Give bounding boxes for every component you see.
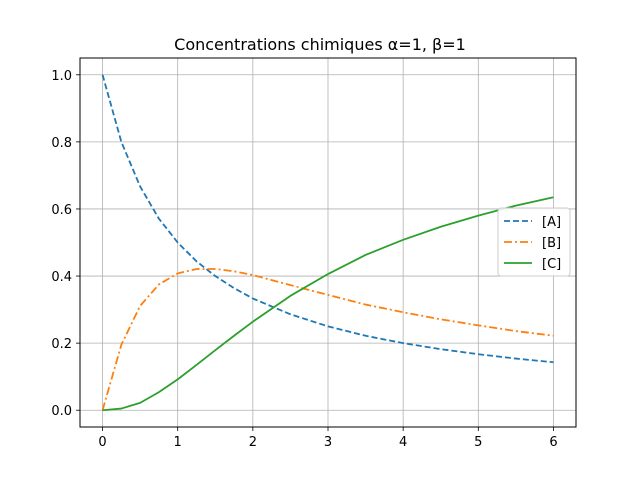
chart-title: Concentrations chimiques α=1, β=1 xyxy=(174,35,466,54)
x-tick-label: 3 xyxy=(324,435,332,450)
series-line xyxy=(102,196,554,412)
axis-ticks: 0 1 2 3 4 5 6 0.0 0.2 0.4 0.6 0.8 1.0 xyxy=(51,69,557,450)
x-tick-label: 1 xyxy=(174,435,182,450)
y-tick-label: 1.0 xyxy=(51,69,72,84)
legend-box xyxy=(497,207,571,277)
x-tick-label: 4 xyxy=(399,435,407,450)
legend: [A] [B] [C] xyxy=(497,207,571,277)
y-tick-label: 0.0 xyxy=(51,404,72,419)
y-tick-label: 0.2 xyxy=(51,337,72,352)
x-tick-label: 5 xyxy=(474,435,482,450)
grid xyxy=(80,58,576,427)
y-tick-label: 0.8 xyxy=(51,136,72,151)
y-tick-label: 0.6 xyxy=(51,203,72,218)
x-tick-label: 0 xyxy=(98,435,106,450)
x-tick-label: 6 xyxy=(549,435,557,450)
series-lines xyxy=(101,74,554,412)
legend-label: [A] xyxy=(542,215,561,230)
legend-label: [B] xyxy=(542,236,561,251)
y-tick-label: 0.4 xyxy=(51,270,72,285)
series-line xyxy=(101,268,554,411)
series-line xyxy=(101,74,554,364)
x-tick-label: 2 xyxy=(249,435,257,450)
legend-label: [C] xyxy=(542,257,561,272)
